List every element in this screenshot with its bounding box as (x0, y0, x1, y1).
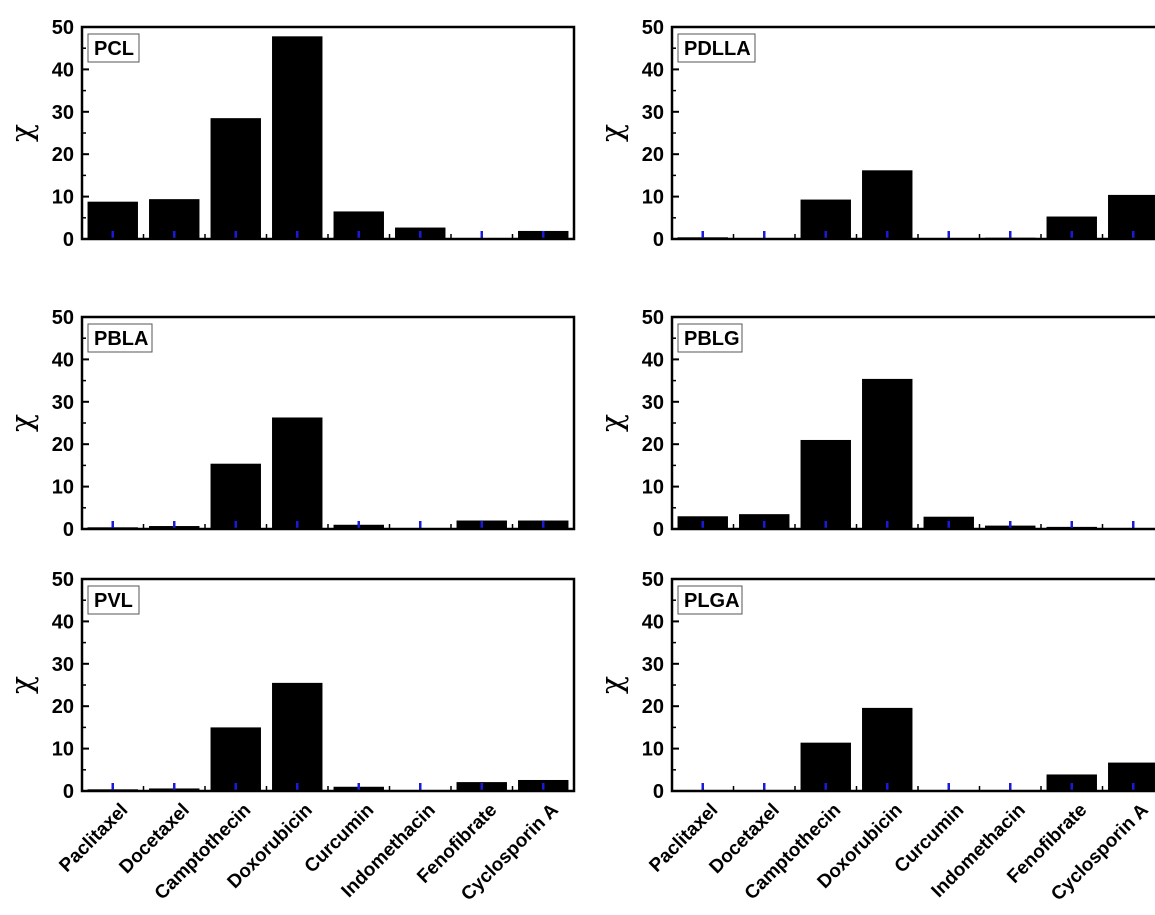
y-tick-label: 10 (52, 187, 74, 209)
y-tick-label: 30 (642, 392, 664, 414)
y-tick-label: 40 (642, 611, 664, 633)
y-axis-label: χ (5, 124, 40, 142)
y-axis-label: χ (595, 124, 630, 142)
y-axis-label: χ (595, 414, 630, 432)
y-tick-label: 40 (642, 349, 664, 371)
axes-frame (670, 315, 1155, 531)
y-tick-label: 50 (52, 569, 74, 591)
panel-title-box (677, 323, 743, 353)
y-tick-label: 10 (642, 477, 664, 499)
y-tick-label: 50 (642, 17, 664, 39)
y-tick-label: 0 (653, 229, 664, 251)
y-tick-label: 0 (63, 229, 74, 251)
panel-pdlla: 0 10 20 30 40 50 χ PDLLA (595, 17, 1155, 251)
panel-title-box (87, 33, 140, 63)
panel-title: PDLLA (684, 38, 751, 60)
y-tick-label: 50 (52, 17, 74, 39)
axes-frame (80, 315, 576, 531)
bar-camptothecin (210, 463, 261, 529)
y-tick-label: 50 (642, 569, 664, 591)
y-tick-label: 10 (642, 739, 664, 761)
y-tick-label: 50 (52, 307, 74, 329)
y-tick-label: 20 (52, 434, 74, 456)
bar-doxorubicin (862, 170, 913, 239)
y-tick-label: 20 (52, 696, 74, 718)
y-tick-label: 20 (642, 696, 664, 718)
y-tick-label: 30 (52, 392, 74, 414)
panel-plga: 01020304050χPLGAPaclitaxelDocetaxelCampt… (595, 569, 1155, 905)
panel-title: PBLG (684, 328, 740, 350)
panel-pcl: 0 10 20 30 40 50 χ PCL (5, 17, 576, 251)
y-tick-label: 0 (653, 781, 664, 803)
y-tick-label: 10 (642, 187, 664, 209)
panel-title: PBLA (94, 328, 148, 350)
y-axis-label: χ (5, 676, 40, 694)
y-tick-label: 20 (642, 144, 664, 166)
axes-frame (670, 577, 1155, 793)
y-tick-label: 10 (52, 477, 74, 499)
bar-fenofibrate (1046, 774, 1097, 791)
panel-title-box (87, 323, 153, 353)
bar-camptothecin (800, 742, 851, 791)
y-tick-label: 40 (52, 59, 74, 81)
y-tick-label: 0 (63, 519, 74, 541)
panel-pvl: 01020304050χPVLPaclitaxelDocetaxelCampto… (5, 569, 576, 905)
y-axis-label: χ (595, 676, 630, 694)
bar-doxorubicin (272, 682, 323, 791)
y-tick-label: 0 (653, 519, 664, 541)
y-tick-label: 40 (52, 349, 74, 371)
y-axis-label: χ (5, 414, 40, 432)
bar-camptothecin (210, 727, 261, 791)
bar-fenofibrate (1046, 216, 1097, 239)
bar-doxorubicin (862, 707, 913, 791)
bar-cyclosporin-a (1108, 194, 1155, 239)
y-tick-label: 30 (52, 654, 74, 676)
y-tick-label: 10 (52, 739, 74, 761)
y-tick-label: 40 (52, 611, 74, 633)
bar-camptothecin (210, 118, 261, 239)
panel-pbla: 0 10 20 30 40 50 χ PBLA (5, 307, 576, 541)
y-tick-label: 40 (642, 59, 664, 81)
y-tick-label: 50 (642, 307, 664, 329)
bar-camptothecin (800, 439, 851, 529)
panel-title-box (677, 585, 743, 615)
axes-frame (80, 577, 576, 793)
y-tick-label: 30 (642, 654, 664, 676)
panel-title: PCL (94, 38, 134, 60)
y-tick-label: 20 (52, 144, 74, 166)
y-tick-label: 20 (642, 434, 664, 456)
panel-title: PLGA (684, 590, 740, 612)
panel-title-box (677, 33, 756, 63)
bar-doxorubicin (272, 36, 323, 239)
y-tick-label: 0 (63, 781, 74, 803)
y-tick-label: 30 (642, 102, 664, 124)
bar-cyclosporin-a (1108, 762, 1155, 791)
panel-title: PVL (94, 590, 133, 612)
bar-doxorubicin (862, 378, 913, 529)
bar-doxorubicin (272, 417, 323, 529)
panel-pblg: 0 10 20 30 40 50 χ PBLG (595, 307, 1155, 541)
panel-title-box (87, 585, 140, 615)
y-tick-label: 30 (52, 102, 74, 124)
